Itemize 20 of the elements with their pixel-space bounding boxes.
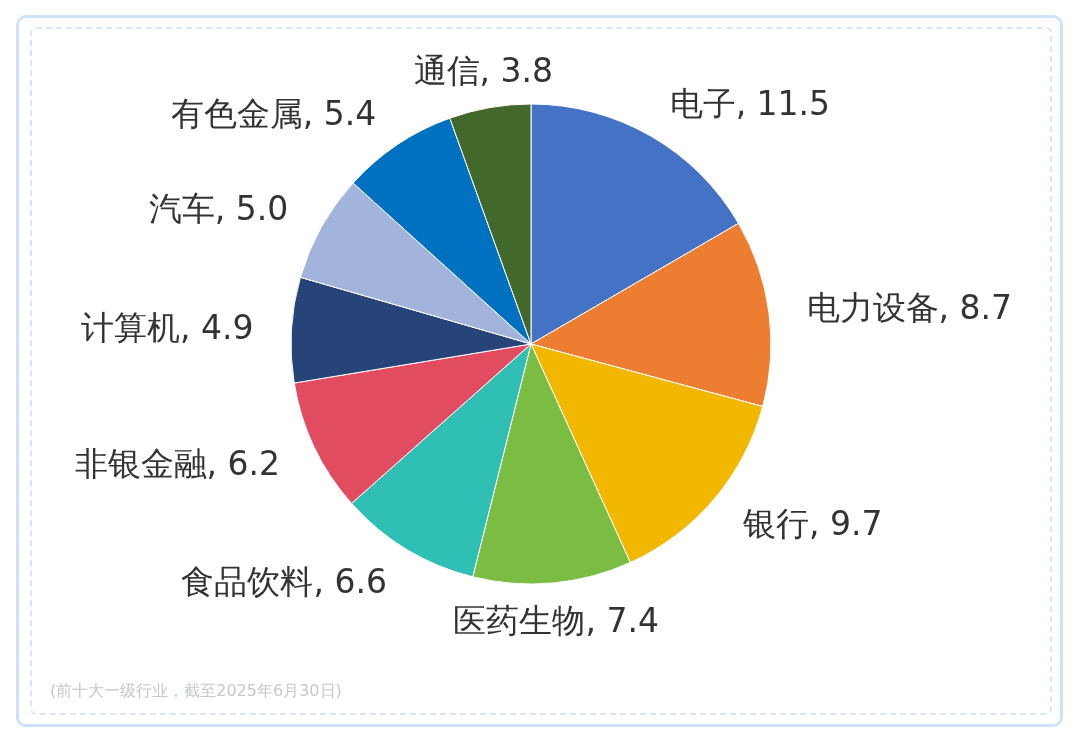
slice-label: 医药生物 [453,601,586,641]
data-label: , 5.4 [302,93,377,133]
data-label: , 8.7 [938,288,1013,328]
data-label: , 6.2 [206,444,281,484]
slice-label: 有色金属 [170,93,303,133]
data-label: , 9.7 [808,504,883,544]
slice-label: 计算机 [81,308,181,348]
slice-label: 银行 [741,504,809,544]
slice-label: 通信 [413,50,480,90]
slice-label: 食品饮料 [181,562,314,602]
slice-label: 电力设备 [806,288,939,328]
data-label: , 6.6 [313,562,387,602]
data-label: , 5.0 [214,189,289,229]
data-label: , 4.9 [180,308,254,348]
slice-label: 电子 [669,83,736,123]
data-label: , 3.8 [479,50,554,90]
data-label: , 11.5 [735,83,831,123]
slice-label: 汽车 [148,189,215,229]
data-label: , 7.4 [585,601,659,641]
slice-label: 非银金融 [74,444,207,484]
